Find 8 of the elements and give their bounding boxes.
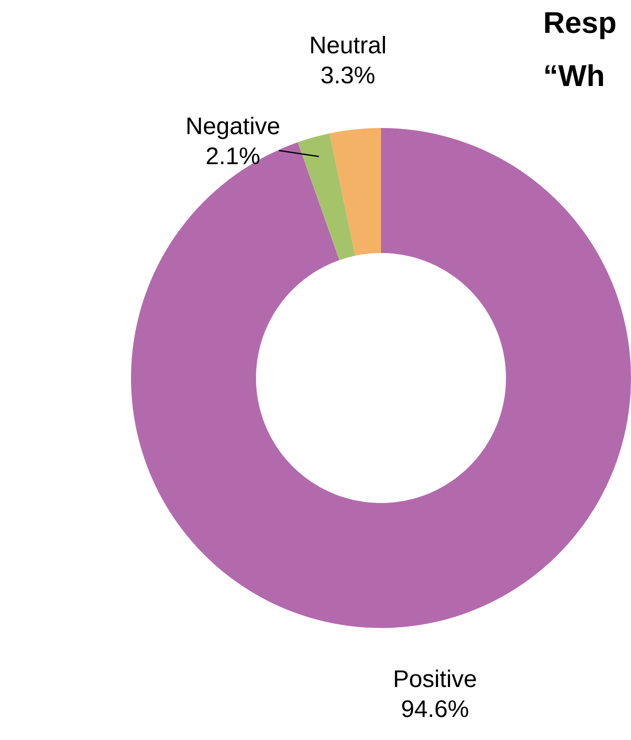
data-label: 94.6% — [402, 700, 468, 718]
chart-title: Resp — [545, 12, 616, 40]
text: “Wh — [545, 64, 603, 86]
data-label: 3.3% — [321, 66, 374, 84]
data-label: 2.1% — [206, 147, 260, 164]
slice-label: Neutral — [311, 36, 385, 54]
slice-label: Negative — [188, 116, 280, 140]
slice-label: Positive — [394, 670, 476, 688]
